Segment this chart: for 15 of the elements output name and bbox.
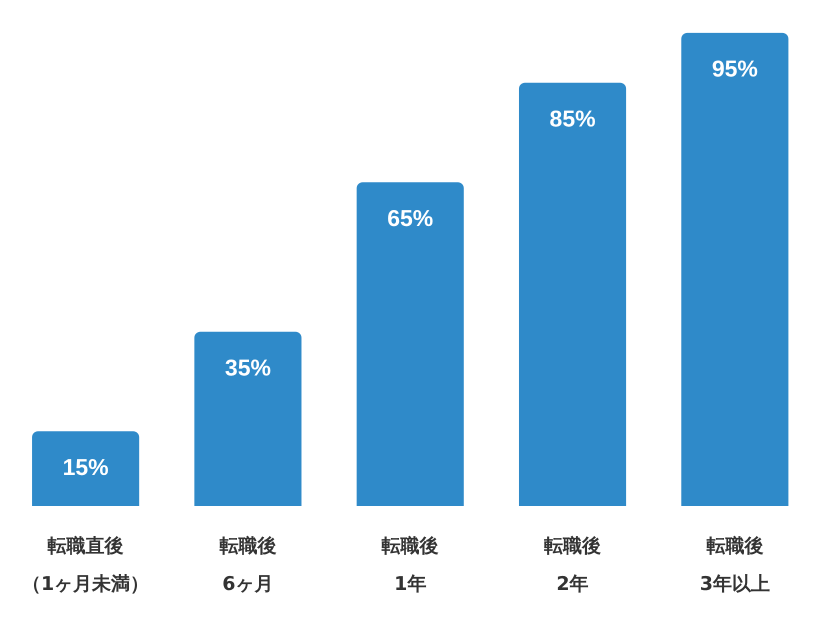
bar	[681, 32, 788, 506]
data-label: 95%	[712, 56, 758, 82]
bar	[194, 332, 302, 506]
data-label: 15%	[62, 454, 109, 480]
x-tick-label: 転職後3年以上	[700, 534, 770, 595]
x-tick-label: 転職後6ヶ月	[219, 534, 276, 595]
bar	[356, 182, 464, 506]
x-tick-label: 転職直後（1ヶ月未満）	[22, 534, 150, 595]
x-tick-label: 転職後1年	[382, 534, 439, 595]
data-label: 65%	[387, 205, 434, 232]
bar	[32, 431, 140, 506]
x-tick-label: 転職後2年	[544, 534, 602, 595]
bar	[518, 82, 626, 506]
data-label: 35%	[224, 354, 271, 381]
data-label: 85%	[550, 106, 596, 132]
